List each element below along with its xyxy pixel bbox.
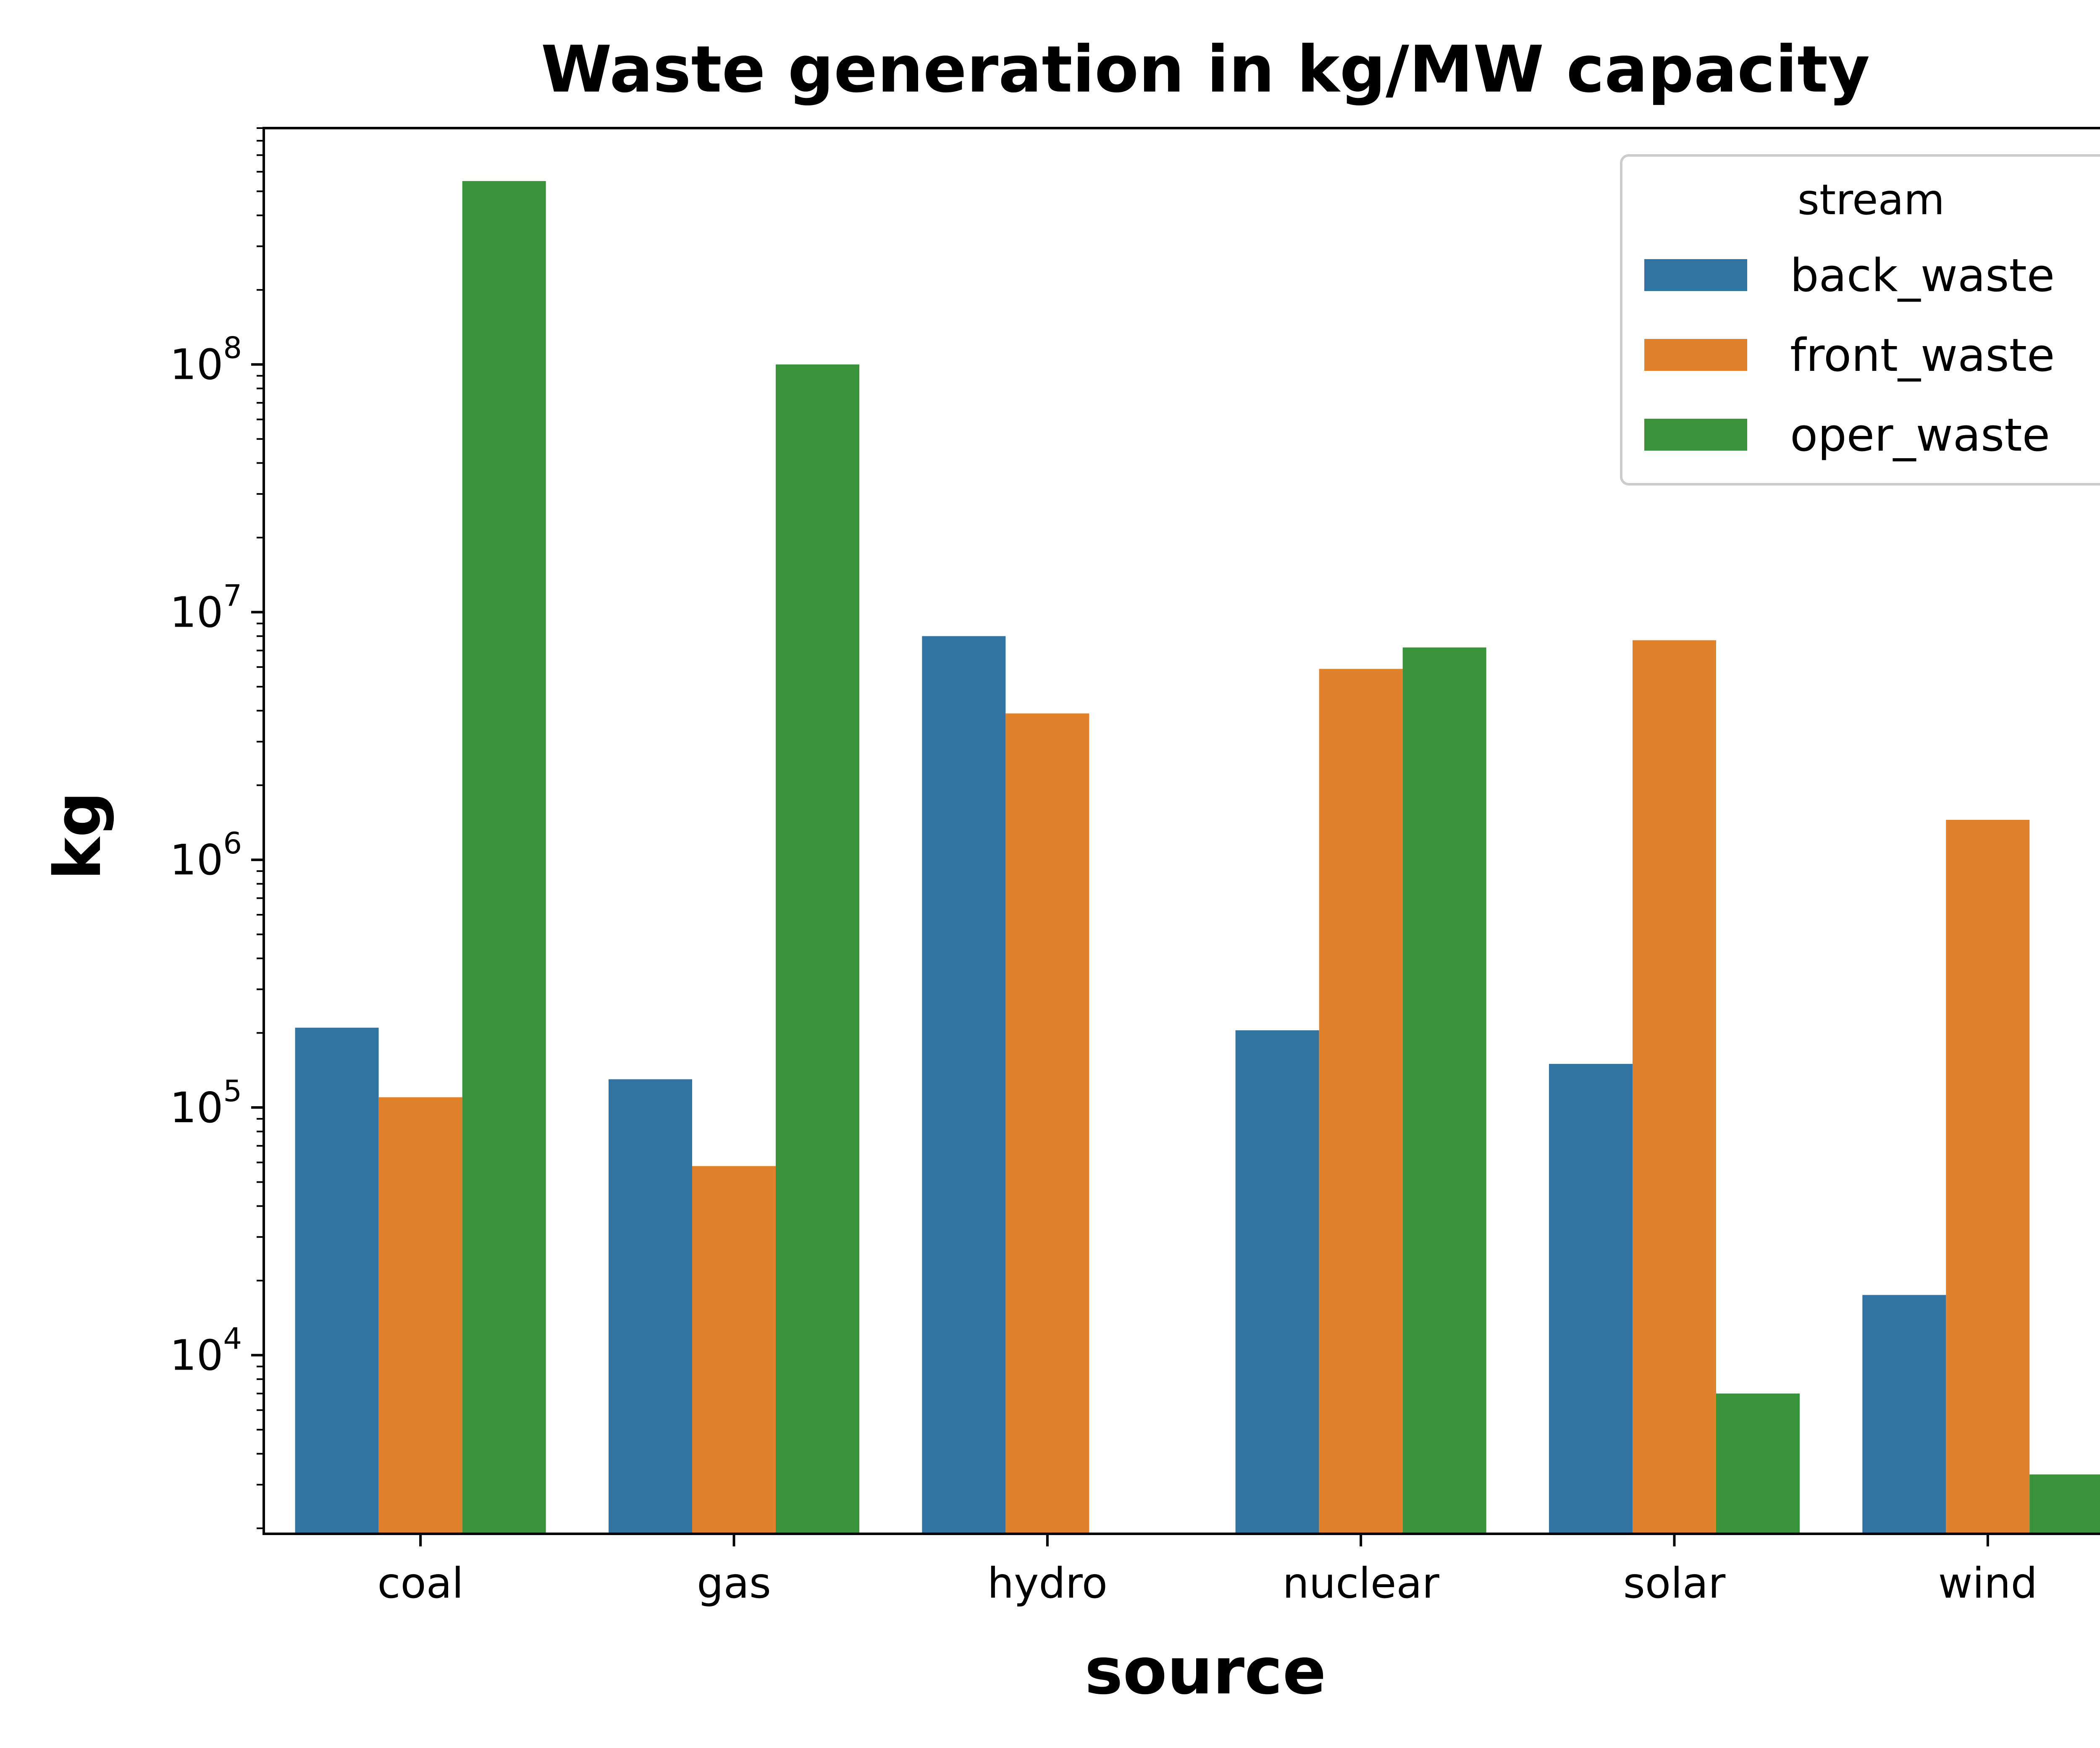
x-ticks-group: coal gas hydro nuclear solar wind [378, 1534, 2037, 1608]
x-tick-label-wind: wind [1938, 1559, 2037, 1608]
bar-gas-oper_waste [776, 364, 859, 1534]
legend-title: stream [1798, 175, 1945, 224]
x-tick-label-coal: coal [378, 1559, 464, 1608]
bar-solar-back_waste [1549, 1064, 1633, 1534]
x-tick-label-hydro: hydro [987, 1559, 1108, 1608]
bar-gas-back_waste [609, 1079, 692, 1534]
bar-wind-oper_waste [2029, 1474, 2100, 1534]
legend: stream back_waste front_waste oper_waste [1620, 154, 2100, 486]
legend-box [1620, 154, 2100, 486]
bar-nuclear-oper_waste [1402, 647, 1486, 1534]
bar-solar-front_waste [1633, 640, 1716, 1534]
bar-wind-front_waste [1946, 820, 2030, 1534]
bar-wind-back_waste [1862, 1295, 1946, 1534]
bar-coal-back_waste [295, 1027, 379, 1534]
bar-solar-oper_waste [1716, 1394, 1800, 1534]
x-tick-label-gas: gas [697, 1559, 771, 1608]
legend-swatch-oper_waste [1644, 419, 1747, 451]
x-tick-label-solar: solar [1623, 1559, 1726, 1608]
plot-area-frame [262, 127, 2100, 1535]
x-tick-label-nuclear: nuclear [1282, 1559, 1439, 1608]
legend-label-oper_waste: oper_waste [1790, 409, 2050, 462]
bars-group [295, 181, 2100, 1534]
bar-hydro-back_waste [922, 636, 1006, 1534]
legend-swatch-back_waste [1644, 259, 1747, 291]
legend-swatch-front_waste [1644, 339, 1747, 371]
bar-nuclear-front_waste [1319, 669, 1403, 1534]
bar-coal-oper_waste [462, 181, 546, 1534]
legend-entries: back_waste front_waste oper_waste [1644, 249, 2055, 462]
legend-label-front_waste: front_waste [1790, 329, 2055, 382]
x-axis-label: source [1084, 1634, 1326, 1709]
bar-coal-front_waste [378, 1097, 462, 1534]
y-axis-label: kg [41, 791, 116, 880]
bar-gas-front_waste [692, 1166, 776, 1534]
bar-hydro-front_waste [1005, 713, 1089, 1534]
legend-label-back_waste: back_waste [1790, 249, 2055, 302]
chart-title: Waste generation in kg/MW capacity [541, 32, 1870, 107]
bar-nuclear-back_waste [1235, 1030, 1319, 1534]
